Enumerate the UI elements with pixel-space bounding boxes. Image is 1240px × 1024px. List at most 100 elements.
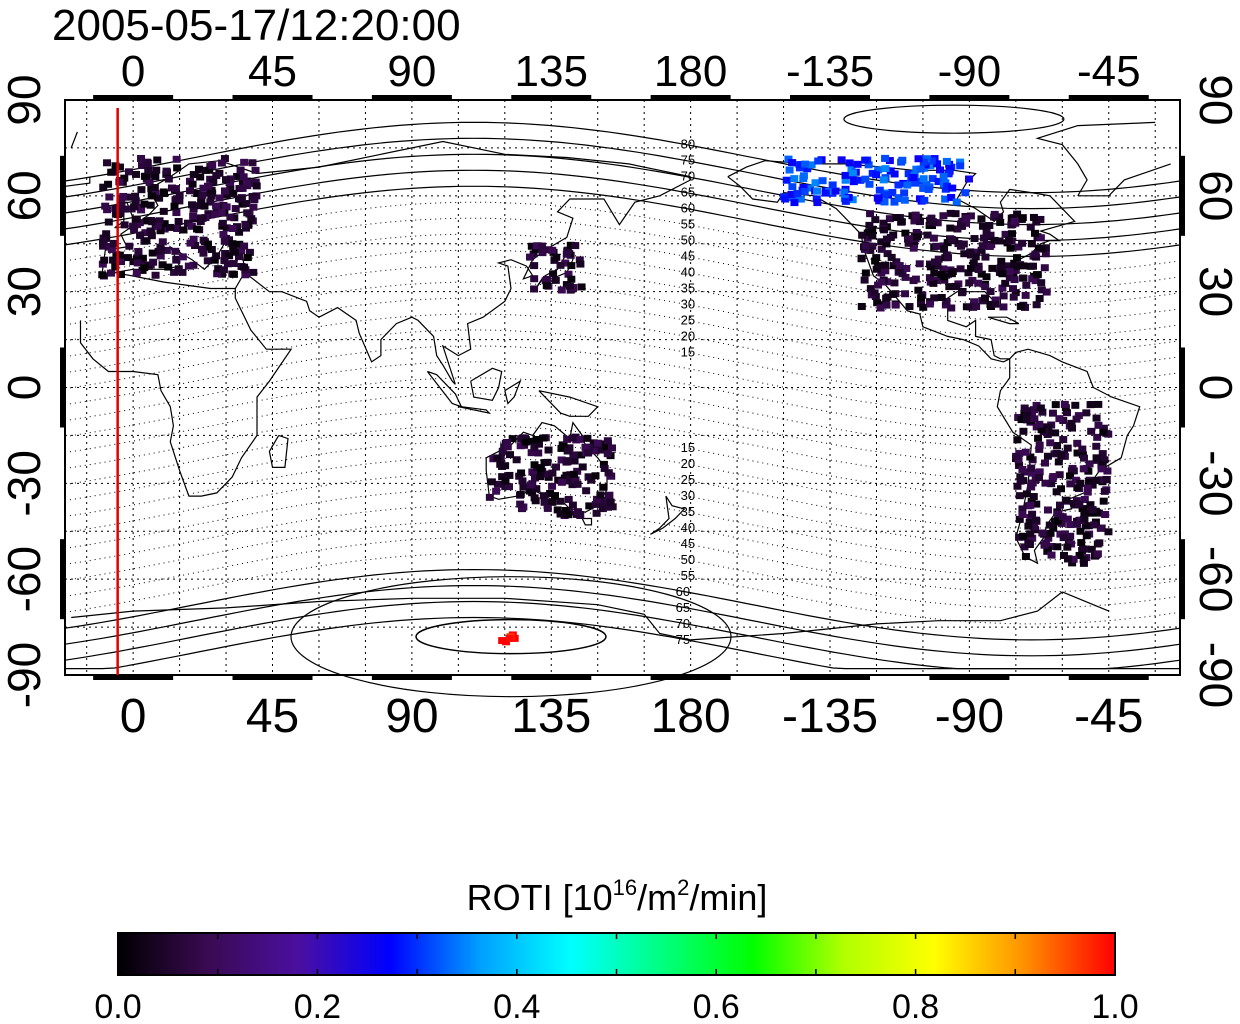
mlat-label: 30 xyxy=(681,488,695,503)
frame-tick-bottom xyxy=(371,675,452,680)
roti-cell xyxy=(539,434,548,442)
roti-cell xyxy=(917,294,926,302)
roti-cell xyxy=(1060,400,1069,408)
roti-cell xyxy=(1032,301,1041,309)
roti-cell xyxy=(225,252,234,260)
colorbar-tick-label: 1.0 xyxy=(1091,988,1138,1024)
roti-cell xyxy=(120,221,129,229)
roti-cell xyxy=(220,155,229,163)
roti-cell xyxy=(116,271,125,279)
roti-cell xyxy=(1021,552,1030,560)
colorbar-tick-label: 0.4 xyxy=(493,988,540,1024)
roti-cell xyxy=(1060,530,1069,538)
roti-cell xyxy=(1059,436,1068,444)
roti-cell xyxy=(981,283,990,291)
roti-cell xyxy=(494,480,503,488)
roti-cell xyxy=(1015,461,1024,469)
mlat-label: 50 xyxy=(681,233,695,248)
roti-cell xyxy=(604,493,613,501)
roti-cell xyxy=(1053,517,1062,525)
roti-cell xyxy=(1001,230,1010,238)
roti-cell xyxy=(1013,482,1022,490)
roti-cell xyxy=(1008,285,1017,293)
mlat-label: 60 xyxy=(681,201,695,216)
roti-cell xyxy=(982,228,991,236)
roti-cell xyxy=(1015,492,1024,500)
roti-cell xyxy=(1025,519,1034,527)
roti-cell xyxy=(207,187,216,195)
roti-cell xyxy=(849,178,858,186)
roti-cell xyxy=(503,443,512,451)
roti-cell xyxy=(534,440,543,448)
roti-cell xyxy=(1019,427,1028,435)
roti-cell xyxy=(811,179,820,187)
roti-cell xyxy=(971,253,980,261)
roti-cell xyxy=(174,268,183,276)
frame-tick-top xyxy=(93,95,174,100)
roti-cell xyxy=(1044,424,1053,432)
roti-cell xyxy=(577,451,586,459)
roti-cell xyxy=(1078,445,1087,453)
roti-cell xyxy=(865,180,874,188)
roti-cell xyxy=(568,434,577,442)
roti-cell xyxy=(604,469,613,477)
roti-cell xyxy=(897,218,906,226)
roti-cell xyxy=(986,288,995,296)
roti-cell xyxy=(1035,420,1044,428)
roti-cell xyxy=(1057,519,1066,527)
roti-cell xyxy=(1070,500,1079,508)
roti-cell xyxy=(1031,516,1040,524)
roti-cell xyxy=(1094,400,1103,408)
roti-cell xyxy=(995,213,1004,221)
roti-cell xyxy=(996,264,1005,272)
lon-tick-label-top: -90 xyxy=(938,47,1002,96)
roti-cell xyxy=(1030,523,1039,531)
roti-cell xyxy=(871,293,880,301)
roti-cell xyxy=(208,161,217,169)
roti-cell xyxy=(894,194,903,202)
frame-tick-right xyxy=(1180,539,1185,620)
roti-cell xyxy=(568,501,577,509)
roti-cell xyxy=(1032,500,1041,508)
latitude-ticks-left: 90 60 30 0 -30 -60 -90 xyxy=(0,74,50,708)
mlat-label: 40 xyxy=(681,265,695,280)
roti-cell xyxy=(1013,436,1022,444)
roti-cell xyxy=(1019,274,1028,282)
roti-cell xyxy=(1028,275,1037,283)
lon-tick-label-bottom: 135 xyxy=(511,690,591,743)
roti-cell xyxy=(909,244,918,252)
mlat-label: 75 xyxy=(676,632,690,647)
roti-cell xyxy=(100,256,109,264)
roti-cell xyxy=(881,165,890,173)
roti-cell xyxy=(228,224,237,232)
roti-cell xyxy=(974,279,983,287)
roti-cell xyxy=(565,475,574,483)
frame-tick-right xyxy=(1180,347,1185,428)
frame-tick-top xyxy=(511,95,592,100)
roti-cell xyxy=(145,178,154,186)
roti-cell xyxy=(1073,484,1082,492)
lat-tick-label-right: -90 xyxy=(1190,642,1240,708)
roti-cell xyxy=(138,254,147,262)
roti-cell xyxy=(593,439,602,447)
roti-cell xyxy=(1094,509,1103,517)
roti-cell xyxy=(799,172,808,180)
roti-cell xyxy=(898,156,907,164)
frame-tick-top xyxy=(929,95,1010,100)
roti-cell xyxy=(155,194,164,202)
roti-cell xyxy=(222,191,231,199)
roti-cell xyxy=(889,290,898,298)
roti-cell xyxy=(129,258,138,266)
colorbar-tick-label: 0.2 xyxy=(294,988,341,1024)
roti-cell xyxy=(541,470,550,478)
roti-cell xyxy=(1017,416,1026,424)
roti-cell xyxy=(1020,543,1029,551)
roti-cell xyxy=(109,256,118,264)
roti-cell xyxy=(818,177,827,185)
roti-cell xyxy=(141,229,150,237)
roti-cell xyxy=(915,195,924,203)
roti-cell xyxy=(1036,215,1045,223)
roti-cell xyxy=(240,158,249,166)
roti-cell xyxy=(894,181,903,189)
roti-cell xyxy=(1052,449,1061,457)
